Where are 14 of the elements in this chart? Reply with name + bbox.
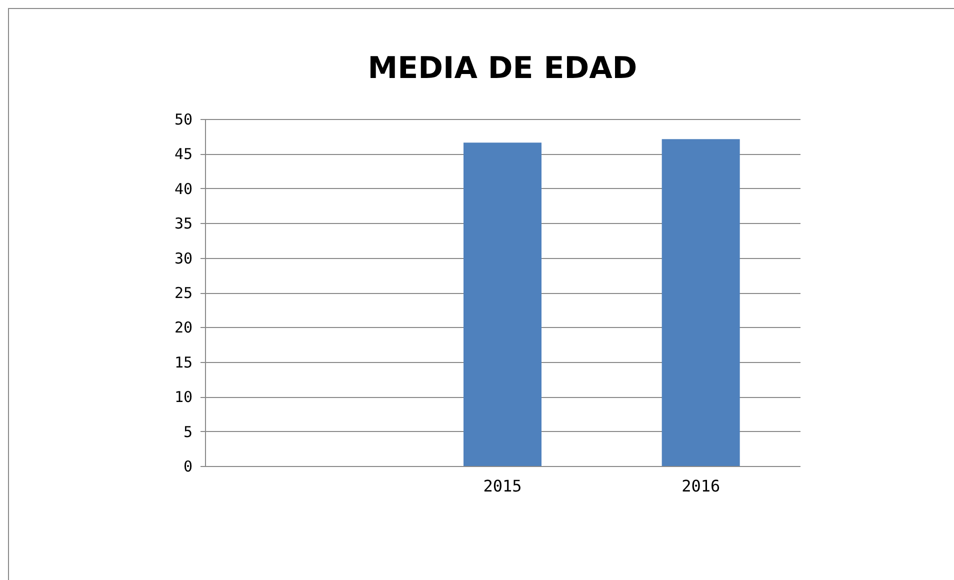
y-tick-label: 20 [174,318,192,337]
y-tick-label: 40 [174,180,192,198]
y-tick-label: 25 [174,284,192,302]
x-tick-label: 2016 [682,476,720,496]
y-tick-label: 10 [174,388,192,406]
y-tick-label: 35 [174,214,192,233]
y-tick-label: 5 [183,422,192,441]
chart-title: MEDIA DE EDAD [368,51,638,86]
y-tick-label: 50 [174,110,192,128]
x-tick-label: 2015 [483,476,522,496]
y-tick-label: 30 [174,249,192,268]
y-tick-label: 15 [174,353,192,372]
y-tick-label: 0 [183,458,192,476]
y-tick-label: 45 [174,145,192,164]
